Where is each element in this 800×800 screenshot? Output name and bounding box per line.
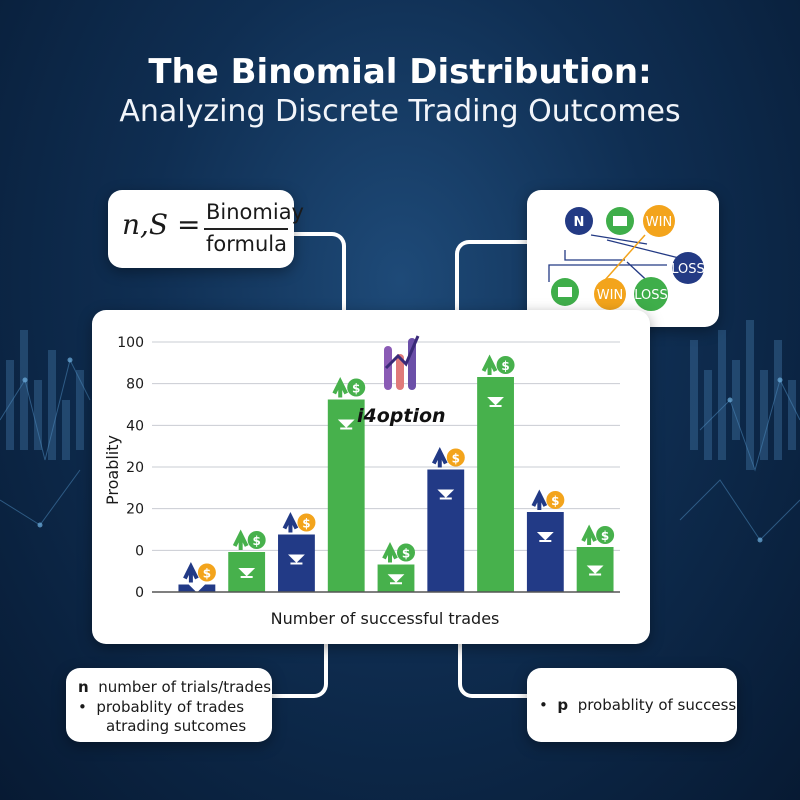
y-tick-label: 40: [126, 418, 144, 434]
title-line-2: Analyzing Discrete Trading Outcomes: [119, 94, 681, 129]
bar: [327, 399, 365, 592]
dollar-coin-icon: $: [531, 489, 565, 510]
node-loss-bottom: [634, 277, 668, 311]
bar: [477, 377, 514, 592]
dollar-coin-icon: $: [332, 377, 366, 398]
svg-text:$: $: [551, 494, 559, 508]
svg-text:$: $: [452, 452, 460, 466]
bar-chart: 100 80 40 20 20 0 0 $ $ $ $ $ $ $ $ $ Proablity Number…: [103, 335, 620, 628]
svg-text:$: $: [352, 382, 360, 396]
down-arrow-icon: [586, 565, 604, 576]
legend-left-line-3: atrading sutcomes: [106, 717, 247, 735]
y-tick-label: 0: [135, 585, 144, 601]
connector-legend-left: [272, 644, 328, 698]
dollar-coin-icon: $: [183, 562, 216, 583]
legend-right-card: • p probablity of success: [527, 668, 737, 742]
legend-left-card: n number of trials/trades • probablity o…: [66, 668, 272, 742]
wallet-icon: [558, 287, 572, 297]
y-tick-label: 20: [126, 502, 144, 518]
bar: [427, 469, 465, 592]
formula-lhs: n,S =: [122, 208, 201, 241]
dollar-coin-icon: $: [481, 354, 515, 375]
bullet: •: [539, 696, 548, 714]
fraction-bar: [204, 228, 288, 230]
p-description: probablity of success: [577, 696, 737, 714]
svg-text:$: $: [402, 547, 410, 561]
chart-card: 100 80 40 20 20 0 0 $ $ $ $ $ $ $ $ $ Proablity Number…: [92, 310, 650, 644]
connector-flow: [455, 240, 531, 314]
svg-text:$: $: [601, 529, 609, 543]
svg-text:$: $: [302, 517, 310, 531]
formula-card: n,S = Binomiay formula: [108, 190, 304, 268]
down-arrow-icon: [437, 489, 455, 500]
y-tick-label: 0: [135, 543, 144, 559]
down-arrow-icon: [387, 574, 405, 585]
n-symbol: n: [78, 678, 89, 696]
down-arrow-icon: [337, 419, 355, 430]
y-tick-label: 100: [117, 335, 144, 351]
node-loss-label-2: LOSS: [634, 288, 668, 303]
down-arrow-icon: [188, 584, 206, 595]
svg-text:$: $: [501, 359, 509, 373]
node-win-top: [643, 205, 675, 237]
title-line-1: The Binomial Distribution:: [148, 52, 652, 92]
dollar-coin-icon: $: [232, 529, 266, 550]
outcome-flow-diagram: N WIN LOSS WIN LOSS: [548, 205, 705, 311]
brand-logo-icon: [384, 335, 420, 390]
svg-text:$: $: [203, 567, 211, 581]
dollar-coin-icon: $: [382, 542, 415, 563]
connector-legend-right: [458, 644, 531, 698]
node-win-bottom: [594, 278, 626, 310]
svg-text:$: $: [252, 534, 260, 548]
down-arrow-icon: [487, 397, 504, 407]
brand-name: i4option: [357, 405, 446, 427]
node-loss-right: [672, 252, 704, 284]
down-arrow-icon: [288, 554, 305, 565]
formula-denominator: formula: [206, 232, 287, 256]
outcome-flow-card: N WIN LOSS WIN LOSS: [527, 190, 719, 327]
dollar-coin-icon: $: [431, 447, 465, 468]
dollar-coin-icon: $: [581, 524, 615, 545]
y-tick-label: 20: [126, 460, 144, 476]
cash-icon: [613, 216, 627, 226]
bullet: •: [78, 698, 87, 716]
n-description: number of trials/trades: [98, 678, 272, 696]
bar: [526, 512, 564, 592]
connector-formula: [294, 232, 346, 314]
y-axis-label: Proablity: [103, 435, 122, 505]
legend-left-line-2: probablity of trades: [96, 698, 245, 716]
p-symbol: p: [557, 696, 569, 714]
y-tick-label: 80: [126, 377, 144, 393]
x-axis-label: Number of successful trades: [271, 609, 500, 628]
down-arrow-icon: [536, 532, 554, 542]
node-win-label-2: WIN: [597, 288, 623, 303]
down-arrow-icon: [238, 568, 256, 578]
node-win-label-1: WIN: [646, 215, 672, 230]
dollar-coin-icon: $: [282, 512, 316, 533]
formula-numerator: Binomiay: [206, 200, 304, 224]
node-loss-label-1: LOSS: [671, 262, 705, 277]
node-n-label: N: [574, 215, 585, 230]
node-n: [565, 207, 593, 235]
